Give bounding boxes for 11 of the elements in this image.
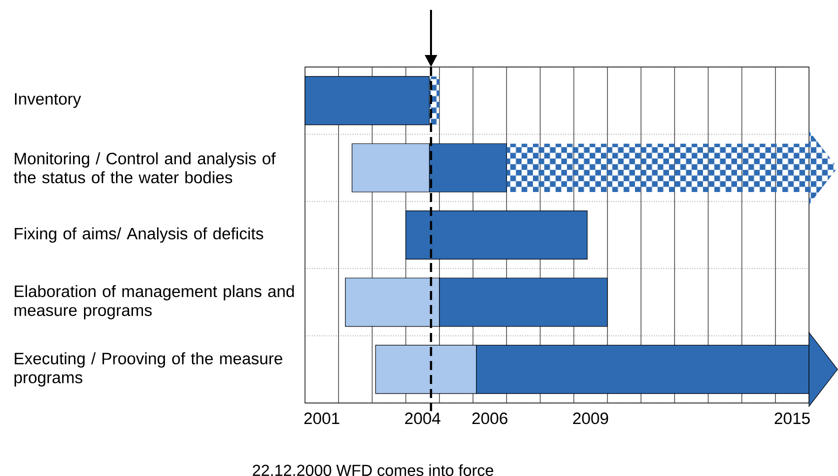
y-tick-label: Elaboration of management plans and measure programs [14,285,294,320]
x-tick-label: 2004 [405,412,440,424]
x-tick-label: 2009 [573,412,608,424]
x-tick-label: 2015 [774,412,810,424]
y-tick-label: Fixing of aims/ Analysis of deficits [14,227,264,243]
y-tick-label: Executing / Prooving of the measure programs [14,352,282,387]
y-tick-label: Monitoring / Control and analysis of the status of the water bodies [14,152,276,184]
x-tick-label: 2006 [472,412,508,424]
ref-line-label: 22.12.2000 WFD comes into force [252,464,494,476]
x-tick-label: 2001 [304,412,340,424]
y-tick-label: Inventory [14,93,82,108]
